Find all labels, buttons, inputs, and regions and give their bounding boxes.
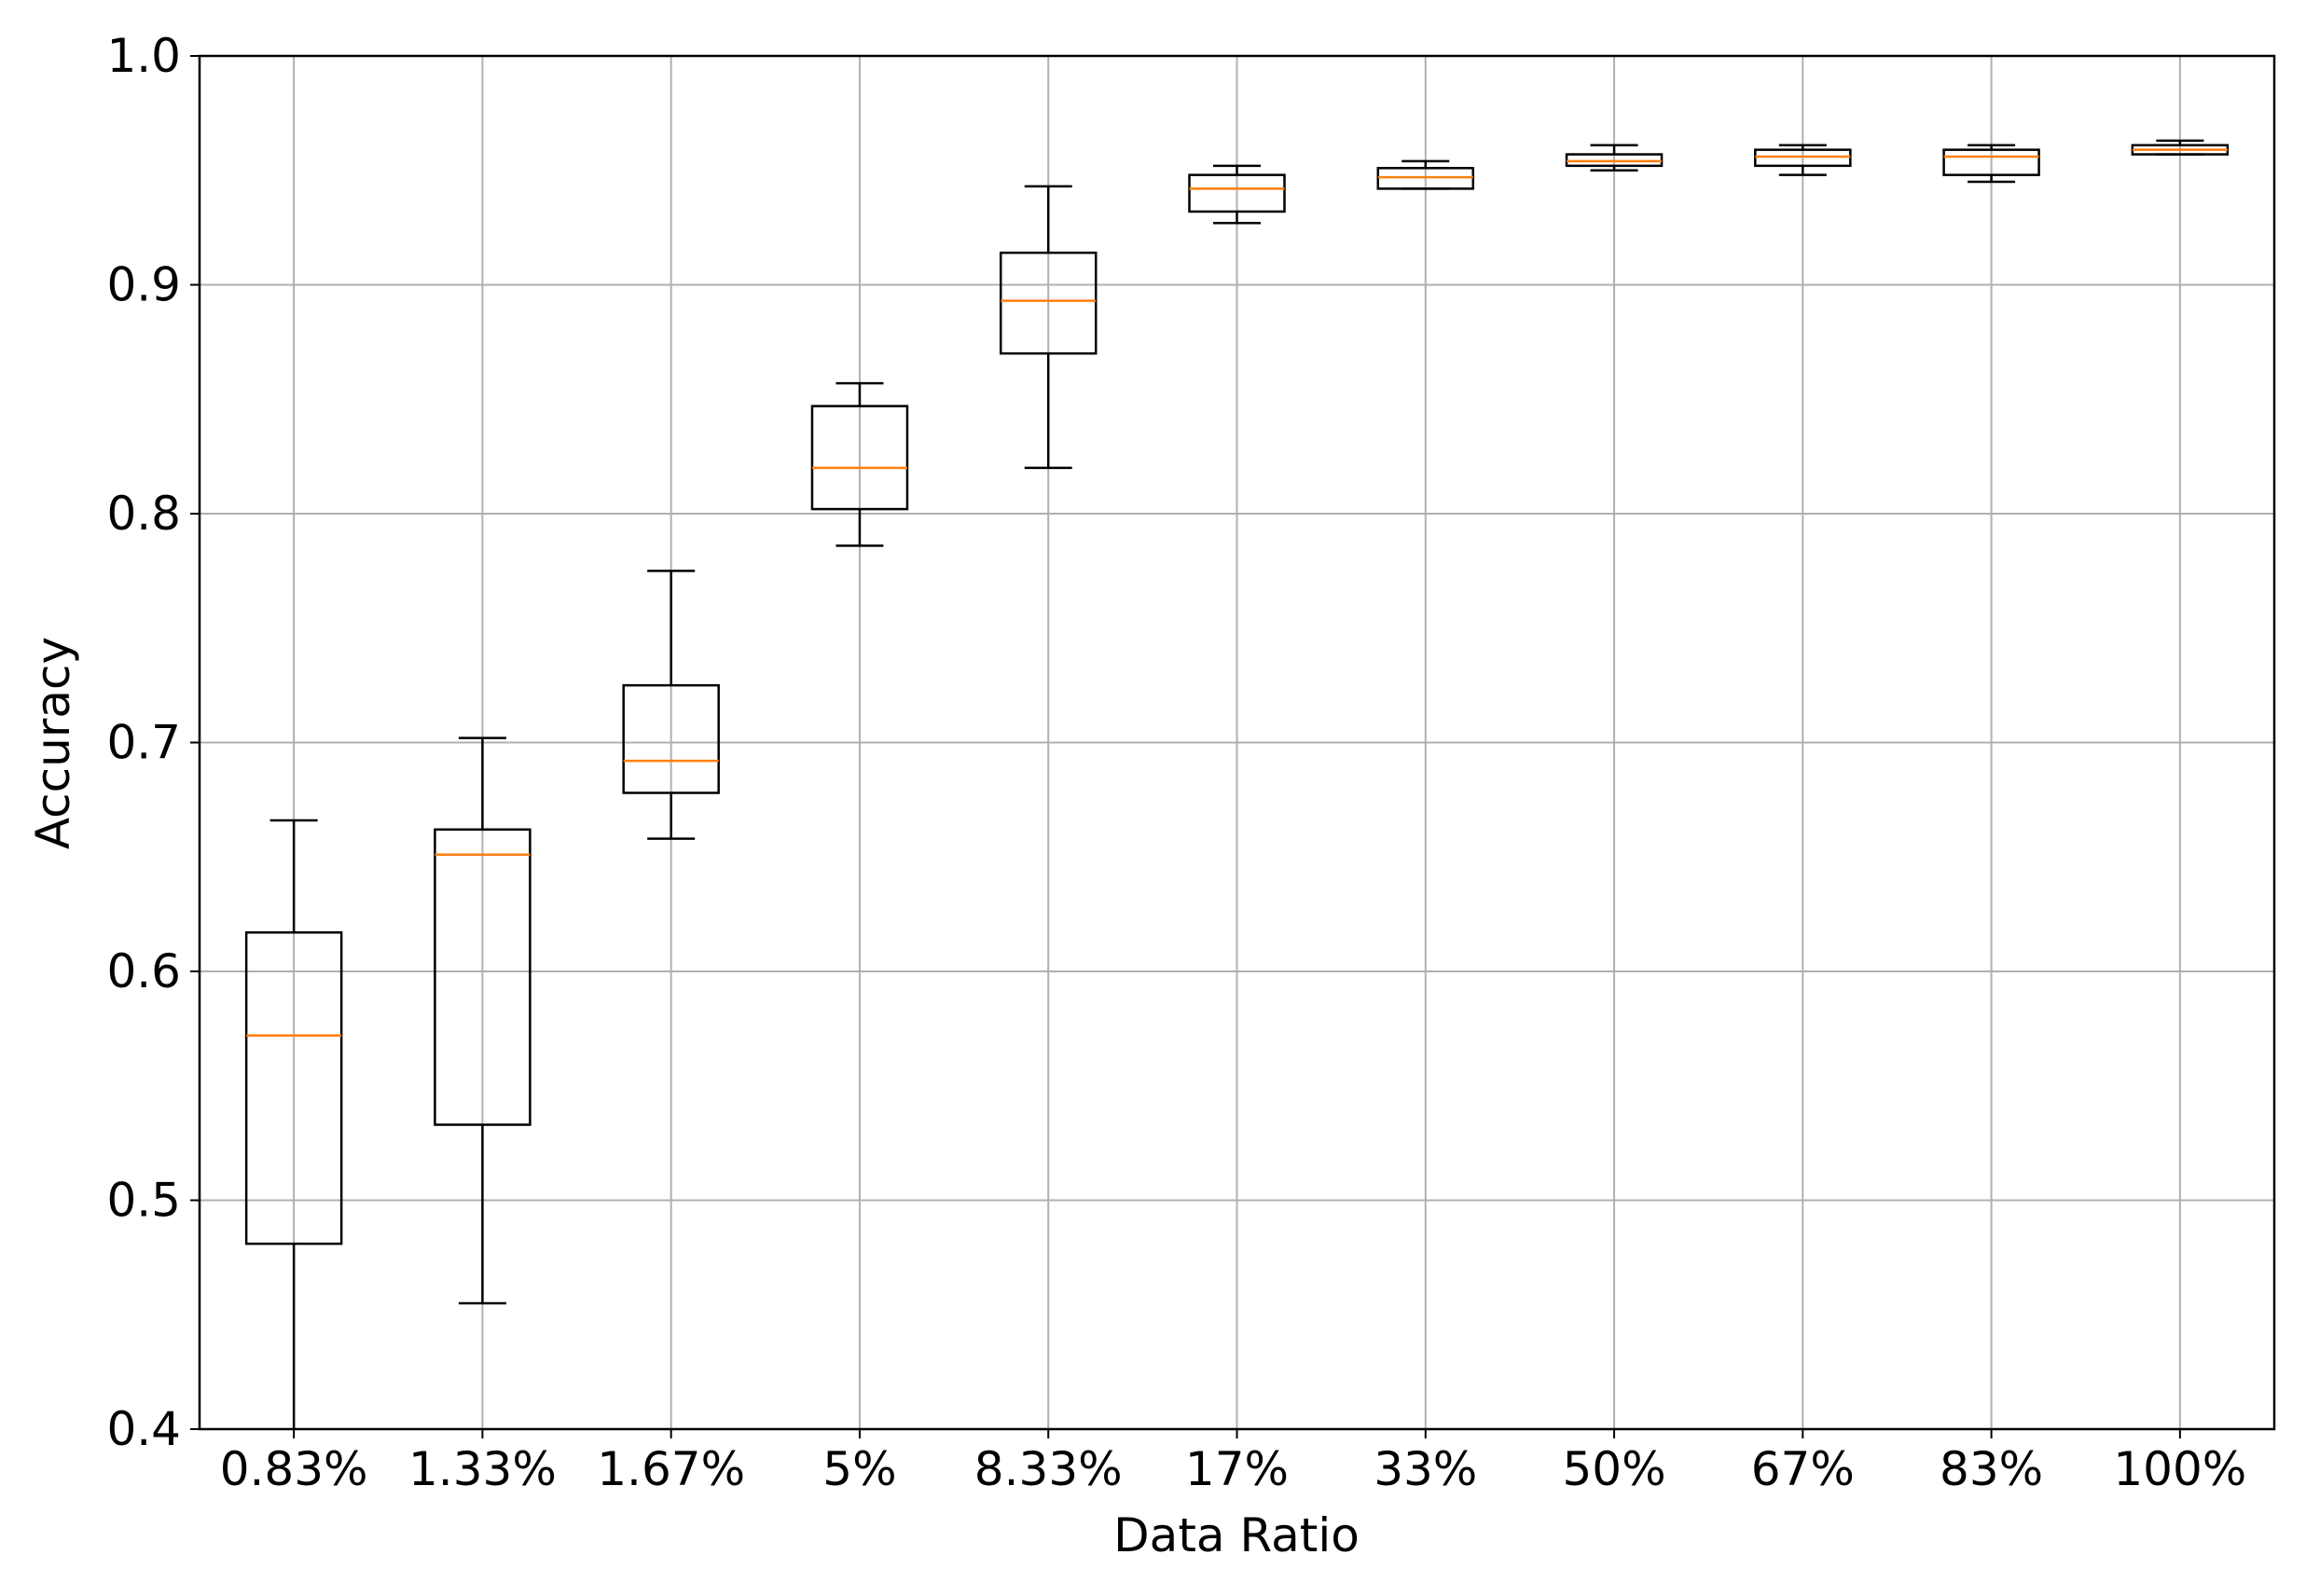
y-tick-label: 0.4	[106, 1402, 181, 1456]
box-1.33%	[434, 736, 532, 1305]
box-67%	[1754, 144, 1852, 176]
iqr-box	[1942, 148, 2040, 176]
iqr-box	[1188, 173, 1286, 213]
x-tick-label: 8.33%	[974, 1442, 1123, 1496]
iqr-box	[810, 405, 909, 511]
y-tick-label: 0.6	[106, 944, 181, 998]
y-tick-label: 1.0	[106, 29, 181, 83]
boxes	[244, 139, 2230, 1429]
x-tick-label: 83%	[1940, 1442, 2043, 1496]
box-0.83%	[244, 819, 343, 1429]
x-tick-label: 1.67%	[597, 1442, 745, 1496]
x-tick-label: 17%	[1185, 1442, 1289, 1496]
x-tick-label: 100%	[2113, 1442, 2246, 1496]
box-1.67%	[622, 570, 720, 840]
iqr-box	[622, 683, 720, 794]
x-tick-label: 33%	[1374, 1442, 1477, 1496]
iqr-box	[999, 251, 1098, 355]
x-tick-label: 0.83%	[220, 1442, 368, 1496]
y-tick-label: 0.9	[106, 258, 181, 312]
iqr-box	[244, 931, 343, 1245]
x-tick-label: 5%	[822, 1442, 896, 1496]
box-100%	[2131, 139, 2230, 156]
box-8.33%	[999, 185, 1098, 470]
ticks: 0.4 0.5 0.6 0.7 0.8 0.9 1.0 0.83% 1.33% 1.67% 5% 8.…	[106, 29, 2246, 1496]
box-83%	[1942, 144, 2040, 184]
x-tick-label: 1.33%	[408, 1442, 557, 1496]
box-33%	[1376, 159, 1475, 190]
y-axis-label: Accuracy	[26, 637, 80, 849]
box-50%	[1565, 144, 1664, 172]
y-tick-label: 0.5	[106, 1174, 181, 1228]
y-tick-label: 0.8	[106, 487, 181, 541]
x-axis-label: Data Ratio	[1113, 1508, 1360, 1562]
y-tick-label: 0.7	[106, 716, 181, 770]
box-5%	[810, 381, 909, 547]
iqr-box	[434, 828, 532, 1126]
grid	[200, 55, 2274, 1430]
x-tick-label: 50%	[1562, 1442, 1665, 1496]
x-tick-label: 67%	[1751, 1442, 1855, 1496]
box-17%	[1188, 164, 1286, 225]
